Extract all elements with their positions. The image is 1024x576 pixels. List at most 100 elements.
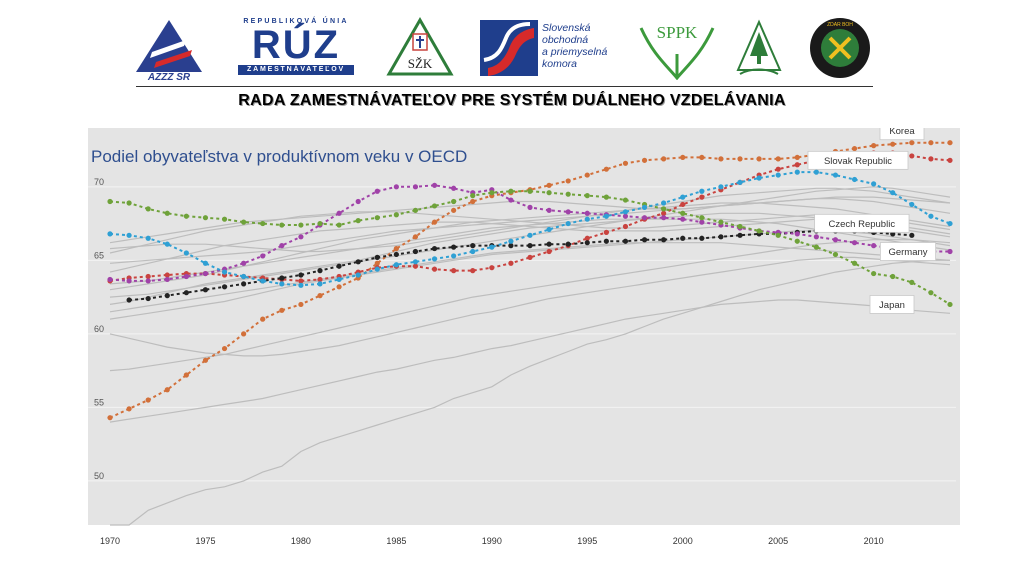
- x-tick-label: 1975: [195, 536, 215, 546]
- series-point-highlighted: [107, 231, 113, 237]
- sopk-emblem: [480, 20, 538, 76]
- series-point-czech-republic: [470, 243, 476, 249]
- series-point-korea: [164, 387, 170, 393]
- series-point-czech-republic: [718, 234, 724, 240]
- x-tick-label: 1985: [386, 536, 406, 546]
- plot-background: [88, 128, 960, 525]
- series-point-highlighted: [622, 209, 629, 215]
- series-point-highlighted: [928, 213, 934, 219]
- series-point-korea: [202, 357, 209, 363]
- series-point-japan: [680, 210, 686, 216]
- series-point-germany: [164, 276, 170, 283]
- series-point-czech-republic: [298, 272, 304, 278]
- series-point-japan: [183, 213, 189, 219]
- series-line-grey: [109, 218, 951, 285]
- series-point-japan: [202, 215, 209, 221]
- series-line-grey: [109, 211, 951, 254]
- series-point-japan: [813, 244, 819, 250]
- series-point-japan: [126, 200, 132, 206]
- series-point-slovak-republic: [680, 201, 686, 208]
- series-point-czech-republic: [164, 293, 170, 299]
- series-point-germany: [393, 184, 399, 190]
- series-point-japan: [508, 188, 514, 194]
- series-point-korea: [851, 145, 858, 152]
- series-point-korea: [546, 182, 552, 188]
- label-slovak-republic: Slovak Republic: [824, 156, 892, 167]
- series-point-germany: [183, 273, 189, 280]
- series-point-czech-republic: [680, 235, 686, 241]
- series-point-slovak-republic: [431, 266, 438, 272]
- series-point-korea: [393, 245, 399, 252]
- series-point-japan: [336, 222, 342, 228]
- series-point-czech-republic: [279, 275, 285, 281]
- series-point-korea: [145, 397, 151, 403]
- ruz-logo-top: REPUBLIKOVÁ ÚNIA: [243, 18, 349, 25]
- x-tick-label: 2000: [673, 536, 693, 546]
- series-point-korea: [871, 143, 877, 149]
- ruz-logo: REPUBLIKOVÁ ÚNIA RÚZ ZAMESTNÁVATEĽOV: [238, 18, 354, 80]
- series-point-czech-republic: [202, 287, 209, 293]
- series-point-korea: [221, 345, 228, 352]
- series-point-korea: [412, 234, 419, 240]
- label-germany: Germany: [888, 247, 927, 258]
- series-point-highlighted: [661, 200, 667, 206]
- series-point-slovak-republic: [164, 272, 170, 278]
- series-point-germany: [279, 243, 285, 249]
- series-point-germany: [374, 188, 380, 194]
- series-point-korea: [641, 157, 648, 163]
- series-point-slovak-republic: [145, 273, 151, 280]
- label-japan: Japan: [879, 300, 905, 311]
- x-tick-label: 2010: [864, 536, 884, 546]
- series-point-japan: [794, 238, 800, 244]
- series-point-japan: [832, 251, 839, 258]
- series-point-highlighted: [279, 281, 285, 287]
- series-point-czech-republic: [374, 254, 380, 260]
- series-point-highlighted: [909, 201, 915, 208]
- series-point-slovak-republic: [794, 162, 800, 168]
- series-point-japan: [871, 270, 877, 277]
- series-point-highlighted: [489, 244, 495, 250]
- series-point-japan: [603, 194, 609, 200]
- series-point-slovak-republic: [489, 265, 495, 271]
- series-point-czech-republic: [641, 237, 648, 243]
- series-point-japan: [374, 215, 380, 221]
- series-point-korea: [336, 284, 342, 290]
- series-point-germany: [813, 234, 819, 240]
- series-point-germany: [107, 276, 113, 283]
- logo-row: AZZZ SR REPUBLIKOVÁ ÚNIA RÚZ ZAMESTNÁVAT…: [130, 10, 880, 88]
- series-point-highlighted: [451, 253, 457, 259]
- szk-logo: SŽK: [386, 16, 454, 76]
- series-point-japan: [546, 190, 552, 196]
- series-point-czech-republic: [336, 263, 342, 269]
- series-point-japan: [279, 222, 285, 228]
- series-point-korea: [756, 156, 762, 162]
- series-point-slovak-republic: [508, 260, 514, 266]
- ruz-logo-bottom: ZAMESTNÁVATEĽOV: [238, 65, 354, 75]
- series-point-korea: [451, 207, 457, 213]
- series-point-korea: [126, 406, 132, 412]
- series-point-japan: [661, 206, 667, 212]
- series-point-highlighted: [470, 248, 476, 255]
- series-point-highlighted: [641, 204, 648, 210]
- series-point-highlighted: [851, 176, 858, 183]
- series-point-highlighted: [260, 278, 266, 284]
- series-point-highlighted: [317, 281, 323, 287]
- series-point-czech-republic: [699, 235, 705, 241]
- series-point-japan: [737, 223, 743, 230]
- series-point-korea: [737, 156, 743, 162]
- series-point-highlighted: [699, 188, 705, 194]
- series-point-slovak-republic: [661, 210, 667, 216]
- series-point-germany: [584, 210, 590, 216]
- series-point-germany: [336, 210, 342, 216]
- series-point-germany: [546, 207, 552, 213]
- series-point-germany: [298, 234, 304, 240]
- series-point-slovak-republic: [928, 156, 934, 162]
- series-point-japan: [470, 193, 476, 199]
- series-point-germany: [680, 216, 686, 222]
- series-point-germany: [412, 184, 419, 190]
- series-point-korea: [661, 156, 667, 162]
- y-tick-label: 70: [94, 177, 104, 187]
- series-point-highlighted: [603, 213, 609, 219]
- series-point-japan: [298, 222, 304, 228]
- series-point-czech-republic: [126, 297, 132, 303]
